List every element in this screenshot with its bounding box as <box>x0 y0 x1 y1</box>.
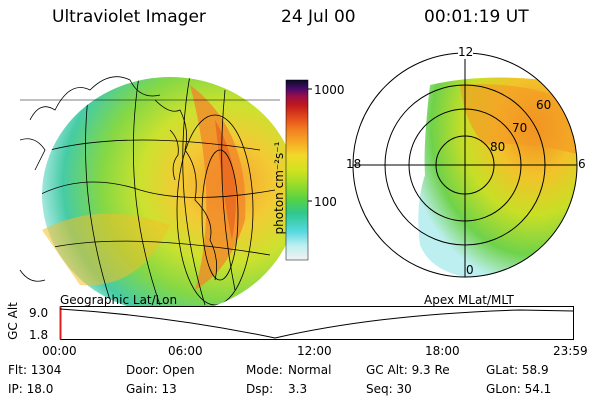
colorbar-unit-label: photon cm⁻²s⁻¹ <box>272 141 286 235</box>
aurora-disk <box>42 77 298 313</box>
date-label: 24 Jul 00 <box>281 7 356 27</box>
colorbar-tick-1000: 1000 <box>314 83 345 97</box>
polar-plot <box>352 52 578 278</box>
instrument-title: Ultraviolet Imager <box>52 7 206 27</box>
xtick-0000: 00:00 <box>42 344 77 358</box>
lat-label-70: 70 <box>512 121 528 135</box>
altitude-curve <box>59 308 574 339</box>
apex-panel-label: Apex MLat/MLT <box>424 293 514 307</box>
dsp-value: 3.3 <box>288 382 308 396</box>
mode-label: Mode: <box>246 363 283 377</box>
xtick-0600: 06:00 <box>168 344 203 358</box>
xtick-1800: 18:00 <box>425 344 460 358</box>
outer-coastline <box>19 76 280 282</box>
door-status: Door: Open <box>126 363 195 377</box>
mlt-label-12: 12 <box>458 45 474 59</box>
geographic-longitude: GLon: 54.1 <box>486 382 552 396</box>
coastline-map <box>42 77 276 306</box>
lat-label-80: 80 <box>490 140 506 154</box>
colorbar <box>285 79 312 261</box>
mlt-label-0: 0 <box>466 263 474 277</box>
mode-value: Normal <box>288 363 332 377</box>
ip-value: IP: 18.0 <box>8 382 54 396</box>
geographic-panel-label: Geographic Lat/Lon <box>60 293 178 307</box>
altitude-ylabel: GC Alt <box>6 302 20 340</box>
geographic-image <box>19 76 298 313</box>
mlt-label-6: 6 <box>578 157 586 171</box>
xtick-2359: 23:59 <box>553 344 588 358</box>
gain-value: Gain: 13 <box>126 382 177 396</box>
altitude-ytick-1.8: 1.8 <box>29 328 49 342</box>
lat-label-60: 60 <box>536 98 552 112</box>
mlt-label-18: 18 <box>346 157 362 171</box>
polar-aurora <box>418 77 577 277</box>
dsp-label: Dsp: <box>246 382 274 396</box>
geographic-latitude: GLat: 58.9 <box>486 363 549 377</box>
time-label: 00:01:19 UT <box>424 7 529 27</box>
xtick-1200: 12:00 <box>297 344 332 358</box>
sequence-number: Seq: 30 <box>366 382 412 396</box>
altitude-ytick-9: 9.0 <box>29 306 49 320</box>
flight-number: Flt: 1304 <box>8 363 62 377</box>
colorbar-tick-100: 100 <box>314 195 337 209</box>
altitude-plot <box>59 306 574 340</box>
gc-altitude: GC Alt: 9.3 Re <box>366 363 450 377</box>
